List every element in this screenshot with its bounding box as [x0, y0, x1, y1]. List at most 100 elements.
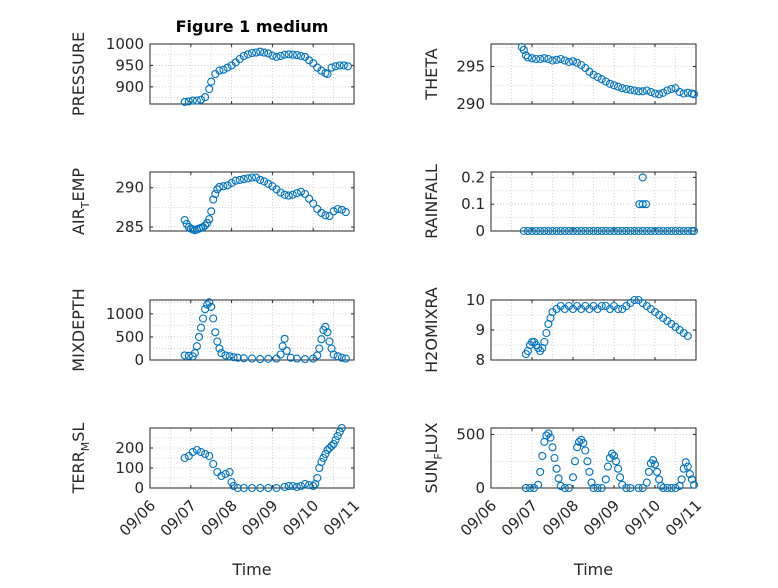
data-point: [681, 458, 690, 467]
y-tick-label: 0: [475, 479, 485, 497]
data-point: [575, 437, 584, 446]
data-point: [532, 54, 541, 64]
x-tick-label: 09/07: [157, 496, 200, 539]
data-point: [201, 221, 210, 230]
data-point: [180, 453, 189, 463]
data-point: [337, 353, 346, 362]
data-point: [343, 62, 352, 71]
data-point: [300, 355, 310, 364]
axes-frame: [490, 427, 697, 489]
data-point: [211, 328, 220, 337]
data-point: [683, 331, 692, 341]
data-point: [540, 54, 549, 63]
y-tick-label: 100: [115, 459, 144, 477]
data-point: [184, 97, 193, 106]
data-point: [215, 182, 224, 191]
data-point: [519, 45, 528, 55]
data-point: [264, 483, 273, 493]
data-point: [519, 226, 528, 236]
data-point: [650, 460, 660, 469]
data-point: [573, 443, 582, 452]
data-point: [679, 89, 688, 98]
data-point: [264, 49, 273, 58]
data-point: [317, 457, 326, 467]
data-point: [329, 350, 338, 359]
data-point: [581, 446, 590, 455]
chart-title: Figure 1 medium: [176, 17, 329, 36]
data-point: [327, 63, 336, 72]
data-point: [597, 301, 606, 311]
y-tick-label: 295: [456, 58, 485, 76]
subplot-8: 0 500 SUNFLUX 09/0609/0709/0809/0909/1009/1…: [422, 422, 705, 579]
data-point: [209, 314, 218, 323]
data-point: [597, 483, 606, 493]
data-point: [215, 344, 224, 353]
data-point: [546, 433, 555, 442]
data-point: [634, 226, 643, 236]
data-point: [521, 483, 530, 493]
data-point: [217, 349, 226, 358]
data-point: [225, 467, 234, 477]
data-point: [618, 226, 627, 236]
data-point: [188, 447, 197, 457]
data-point: [667, 226, 676, 236]
data-point: [276, 350, 285, 359]
data-point: [337, 205, 346, 214]
data-point: [180, 215, 189, 225]
data-point: [329, 439, 338, 449]
data-point: [626, 85, 635, 94]
data-point: [300, 189, 310, 199]
data-point: [264, 179, 273, 188]
y-axis-label-subscript: M: [79, 442, 92, 452]
data-point: [333, 352, 342, 361]
data-point: [638, 483, 647, 493]
data-point: [638, 200, 647, 209]
data-point: [650, 89, 660, 98]
data-point: [607, 449, 617, 458]
data-point: [554, 474, 563, 483]
data-point: [589, 70, 598, 79]
data-point: [280, 50, 289, 59]
data-point: [327, 441, 336, 451]
data-point: [605, 453, 614, 463]
data-point: [333, 431, 342, 441]
subplot-5: 0 500 1000 MIXDEPTH: [69, 288, 355, 372]
data-point: [689, 90, 699, 99]
data-point: [644, 467, 653, 476]
data-point: [300, 479, 310, 489]
subplot-6: 8 9 10 H2OMIXRA: [422, 287, 697, 373]
data-point: [321, 211, 330, 220]
data-point: [188, 96, 197, 105]
data-point: [538, 451, 547, 460]
data-point: [227, 178, 236, 188]
x-tick-label: 09/09: [238, 496, 281, 539]
data-point: [288, 190, 297, 199]
data-point: [333, 204, 342, 214]
data-point: [207, 302, 216, 311]
data-point: [192, 445, 201, 455]
data-point: [583, 457, 592, 466]
data-point: [292, 51, 301, 60]
x-tick-label: 09/06: [457, 496, 500, 539]
data-point: [564, 483, 573, 493]
y-tick-label: 10: [466, 291, 485, 309]
y-tick-label: 500: [456, 425, 485, 443]
y-axis-label: TERRMSL: [69, 423, 92, 495]
data-point: [593, 72, 602, 82]
data-point: [221, 469, 230, 479]
data-point: [560, 226, 569, 236]
y-tick-label: 8: [475, 351, 485, 369]
data-point: [609, 81, 619, 90]
data-point: [284, 50, 293, 59]
y-tick-label: 0: [134, 479, 144, 497]
data-point: [689, 480, 699, 489]
y-tick-label: 0: [134, 351, 144, 369]
data-point: [573, 226, 582, 236]
y-axis-label: MIXDEPTH: [69, 288, 88, 371]
data-point: [331, 62, 340, 71]
data-point: [309, 481, 318, 491]
data-point: [252, 48, 261, 57]
data-point: [305, 194, 314, 203]
data-point: [626, 483, 635, 493]
